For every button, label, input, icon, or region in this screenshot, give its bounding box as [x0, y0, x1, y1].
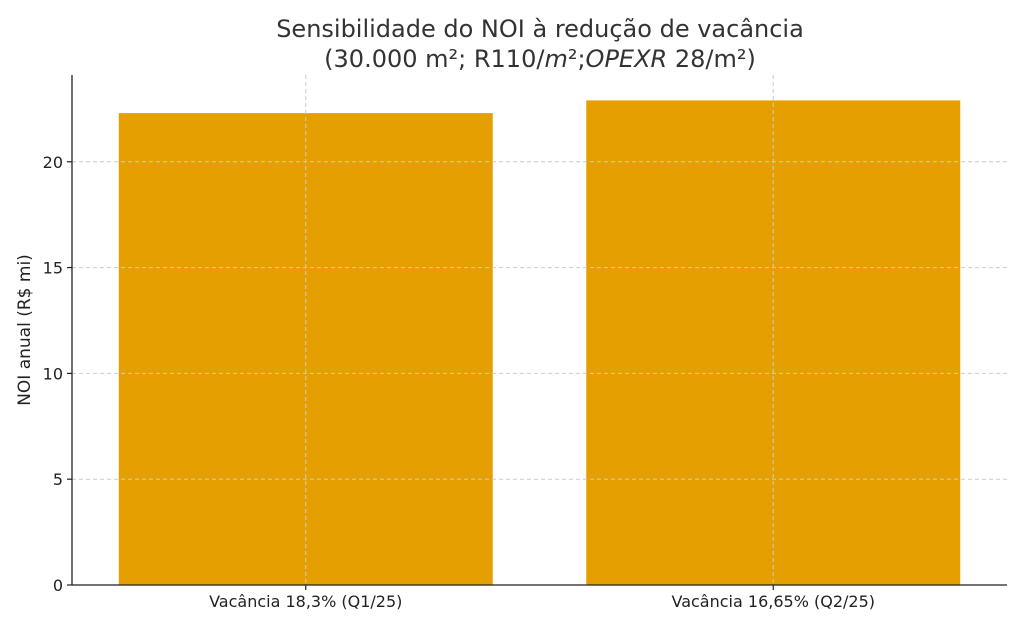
x-tick-label: Vacância 16,65% (Q2/25)	[672, 592, 875, 611]
bars	[118, 100, 961, 586]
y-ticks: 0 5 10 15 20	[43, 153, 72, 595]
y-tick-label: 5	[53, 470, 63, 489]
x-tick-label: Vacância 18,3% (Q1/25)	[209, 592, 402, 611]
x-ticks: Vacância 18,3% (Q1/25) Vacância 16,65% (Q…	[209, 585, 875, 611]
title-line2-part: (30.000 m²; R110/	[324, 45, 545, 73]
chart-title-line1: Sensibilidade do NOI à redução de vacânc…	[276, 15, 804, 43]
chart-title-line2: (30.000 m²; R110/m²;OPEXR 28/m²)	[324, 45, 756, 73]
title-line2-part: ²;	[568, 45, 586, 73]
y-tick-label: 10	[43, 364, 63, 383]
y-tick-label: 0	[53, 576, 63, 595]
y-axis-label: NOI anual (R$ mi)	[15, 254, 35, 406]
title-line2-part: m	[544, 45, 567, 73]
title-line2-part: OPEXR	[586, 45, 668, 73]
grid	[72, 75, 1007, 585]
axes	[71, 75, 1007, 586]
y-tick-label: 20	[43, 153, 63, 172]
title-line2-part: 28/m²)	[667, 45, 756, 73]
y-tick-label: 15	[43, 259, 63, 278]
